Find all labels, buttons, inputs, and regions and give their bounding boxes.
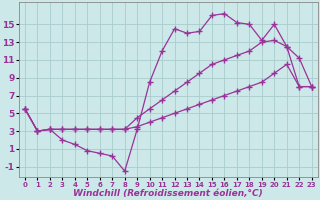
X-axis label: Windchill (Refroidissement éolien,°C): Windchill (Refroidissement éolien,°C) [74, 189, 263, 198]
